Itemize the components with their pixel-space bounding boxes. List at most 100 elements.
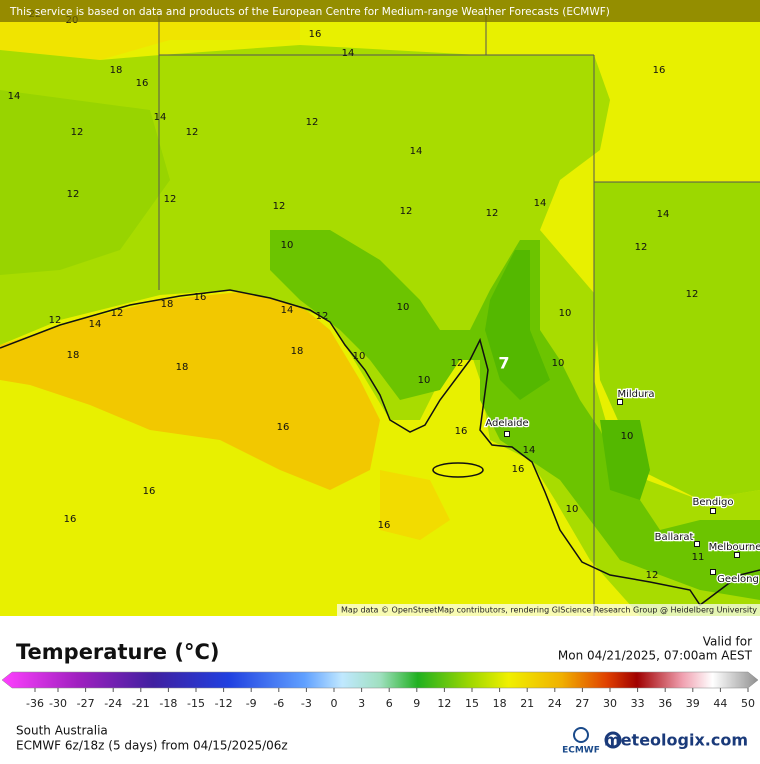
contour-label: 12: [646, 570, 659, 581]
ecmwf-logo: ECMWF: [562, 746, 600, 756]
city-marker: [734, 552, 740, 558]
contour-label: 12: [49, 315, 62, 326]
city-marker: [617, 399, 623, 405]
city-marker: [694, 541, 700, 547]
city-marker: [504, 431, 510, 437]
contour-label: 14: [89, 319, 102, 330]
colorbar-label: 27: [575, 697, 589, 710]
contour-label: 14: [410, 146, 423, 157]
contour-label: 7: [498, 354, 509, 373]
colorbar-label: 18: [493, 697, 507, 710]
contour-label: 10: [621, 431, 634, 442]
colorbar-label: -18: [159, 697, 177, 710]
colorbar-label: 39: [686, 697, 700, 710]
contour-label: 12: [316, 311, 329, 322]
warm-area: [0, 292, 380, 490]
contour-label: 18: [176, 362, 189, 373]
contour-label: 12: [451, 358, 464, 369]
contour-label: 12: [686, 289, 699, 300]
contour-label: 10: [552, 358, 565, 369]
colorbar-label: 33: [631, 697, 645, 710]
colorbar: [1, 671, 759, 689]
contour-label: 10: [566, 504, 579, 515]
colorbar-label: 3: [358, 697, 365, 710]
contour-label: 18: [67, 350, 80, 361]
contour-label: 16: [64, 514, 77, 525]
contour-label: 10: [397, 302, 410, 313]
colorbar-label: -24: [104, 697, 122, 710]
colorbar-label: 0: [331, 697, 338, 710]
colorbar-label: -15: [187, 697, 205, 710]
colorbar-label: -21: [132, 697, 150, 710]
contour-label: 16: [136, 78, 149, 89]
city-label: Bendigo: [693, 497, 734, 508]
contour-label: 14: [281, 305, 294, 316]
city-label: Geelong: [717, 574, 759, 585]
coastline: [0, 289, 760, 607]
legend-title: Temperature (°C): [16, 640, 219, 664]
contour-label: 14: [154, 112, 167, 123]
contour-label: 16: [277, 422, 290, 433]
contour-label: 12: [400, 206, 413, 217]
colorbar-label: 44: [713, 697, 727, 710]
cool-area: [0, 90, 170, 275]
brand: meteologix.com: [604, 731, 748, 750]
city-label: Ballarat: [655, 532, 694, 543]
valid-time: Mon 04/21/2025, 07:00am AEST: [558, 649, 753, 663]
city-label: Melbourne: [709, 542, 760, 553]
contour-label: 12: [186, 127, 199, 138]
colorbar-label: -6: [273, 697, 284, 710]
attribution-bg: [337, 604, 760, 616]
city-label: Adelaide: [485, 418, 528, 429]
cold-area: [270, 230, 760, 600]
contour-label: 12: [111, 308, 124, 319]
cold-area: [485, 250, 550, 400]
cold-area: [600, 420, 650, 500]
contour-label: 18: [161, 299, 174, 310]
colorbar-label: -12: [215, 697, 233, 710]
model-info: ECMWF 6z/18z (5 days) from 04/15/2025/06…: [16, 739, 288, 753]
contour-label: 11: [692, 552, 705, 563]
contour-label: 12: [306, 117, 319, 128]
colorbar-label: 50: [741, 697, 755, 710]
colorbar-label: 9: [413, 697, 420, 710]
contour-label: 12: [635, 242, 648, 253]
colorbar-label: 6: [386, 697, 393, 710]
colorbar-label: 21: [520, 697, 534, 710]
contour-label: 12: [273, 201, 286, 212]
contour-label: 16: [309, 29, 322, 40]
contour-label: 12: [71, 127, 84, 138]
contour-label: 12: [164, 194, 177, 205]
contour-label: 16: [653, 65, 666, 76]
border-line: [158, 15, 760, 616]
contour-label: 10: [353, 351, 366, 362]
colorbar-label: 30: [603, 697, 617, 710]
notice-bar: [0, 0, 760, 22]
contour-label: 10: [559, 308, 572, 319]
contour-label: 16: [194, 292, 207, 303]
contour-label: 14: [8, 91, 21, 102]
warm-area: [380, 470, 450, 540]
valid-label: Valid for: [703, 635, 752, 649]
contour-label: 14: [342, 48, 355, 59]
contour-label: 16: [512, 464, 525, 475]
contour-label: 16: [455, 426, 468, 437]
island: [432, 462, 484, 478]
contour-label: 12: [486, 208, 499, 219]
colorbar-label: -3: [301, 697, 312, 710]
contour-label: 14: [534, 198, 547, 209]
contour-label: 16: [378, 520, 391, 531]
city-label: Mildura: [617, 389, 654, 400]
contour-label: 18: [110, 65, 123, 76]
colorbar-label: -9: [246, 697, 257, 710]
colorbar-label: 15: [465, 697, 479, 710]
brand-icon: [604, 731, 622, 749]
colorbar-label: -30: [49, 697, 67, 710]
contour-label: 14: [657, 209, 670, 220]
colorbar-label: -27: [77, 697, 95, 710]
ecmwf-icon: [573, 727, 589, 743]
contour-label: 10: [281, 240, 294, 251]
contour-label: 12: [67, 189, 80, 200]
